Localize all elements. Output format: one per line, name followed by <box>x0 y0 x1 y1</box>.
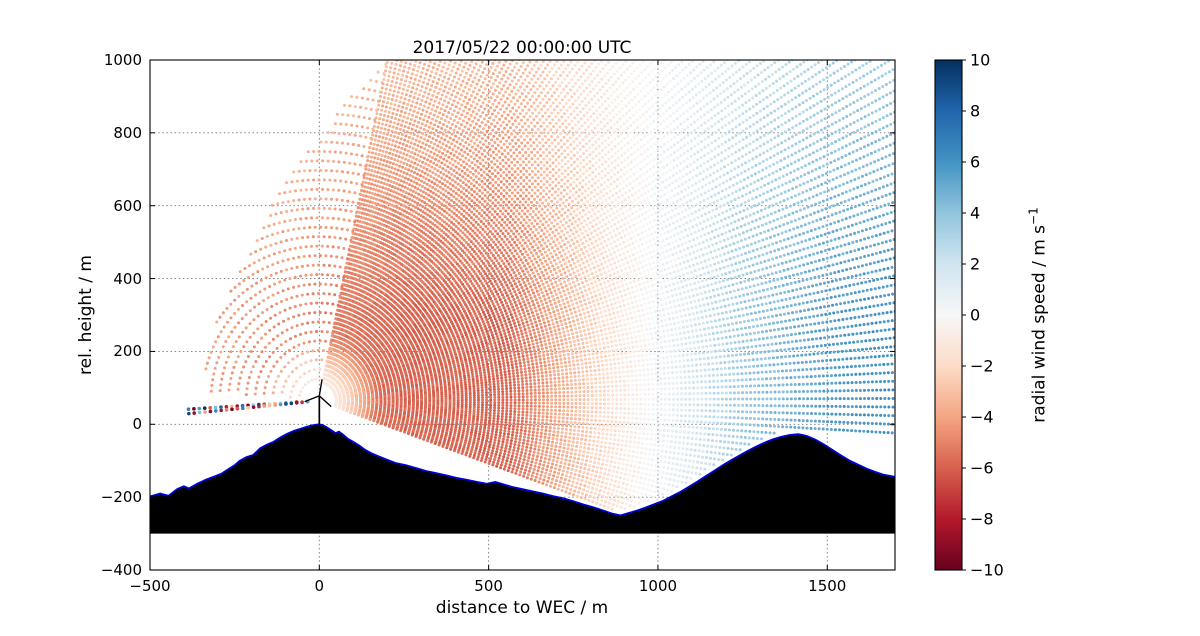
x-tick-label: 1500 <box>808 577 847 595</box>
x-tick-label: −500 <box>129 577 171 595</box>
y-tick-label: −200 <box>100 488 142 507</box>
x-tick-label: 500 <box>474 577 503 595</box>
x-tick-label: 0 <box>314 577 325 595</box>
colorbar-tick-label: 2 <box>970 254 981 274</box>
y-tick-label: 200 <box>113 342 142 361</box>
plot-title: 2017/05/22 00:00:00 UTC <box>412 38 632 58</box>
colorbar-tick-label: −8 <box>970 509 994 529</box>
y-tick-label: 600 <box>113 196 142 215</box>
y-tick-label: 1000 <box>103 51 142 69</box>
y-tick-label: −400 <box>100 561 142 579</box>
colorbar-tick-label: −10 <box>970 560 1004 580</box>
colorbar-label: radial wind speed / m s−1 <box>1027 207 1050 422</box>
colorbar-tick-label: 8 <box>970 101 981 121</box>
colorbar-tick-label: −2 <box>970 356 994 376</box>
colorbar-tick-label: −4 <box>970 407 994 427</box>
colorbar-tick-label: 0 <box>970 305 981 325</box>
y-tick-label: 0 <box>132 415 142 434</box>
x-axis-label: distance to WEC / m <box>435 598 609 618</box>
y-tick-label: 800 <box>113 123 142 142</box>
y-tick-label: 400 <box>113 269 142 288</box>
colorbar-tick-label: 10 <box>970 50 991 70</box>
colorbar-label-exponent: −1 <box>1026 207 1041 225</box>
colorbar-label-text: radial wind speed / m s <box>1029 224 1050 423</box>
x-tick-label: 1000 <box>638 577 678 595</box>
colorbar-tick-label: −6 <box>970 458 994 478</box>
colorbar-tick-label: 4 <box>970 203 981 223</box>
colorbar-tick-label: 6 <box>970 152 981 172</box>
